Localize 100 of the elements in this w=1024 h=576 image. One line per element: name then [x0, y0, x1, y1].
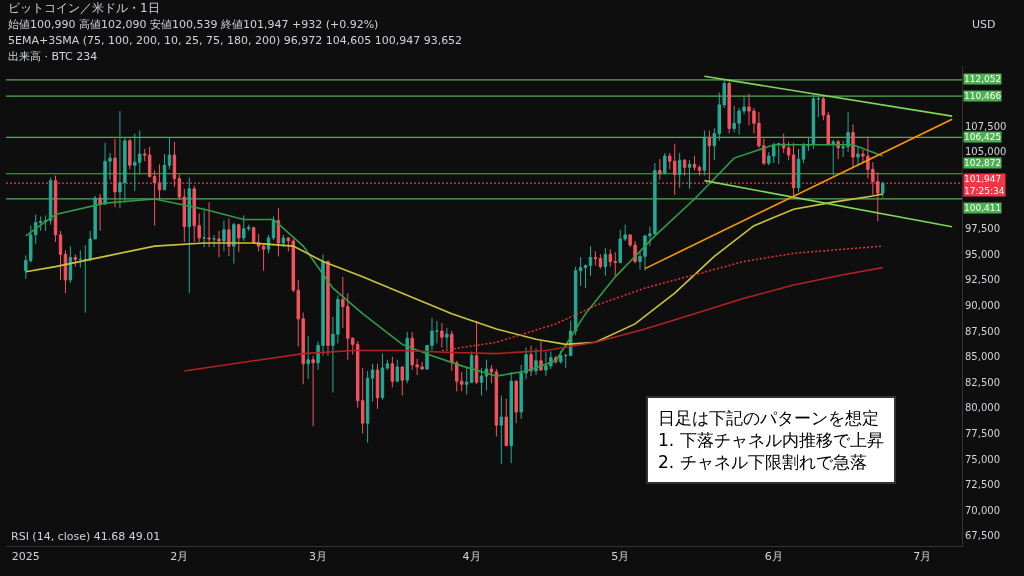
candlestick — [603, 247, 608, 277]
ref-line-label: 101,947 17:25:34 — [964, 174, 1005, 196]
candlestick — [276, 207, 281, 257]
y-tick-label: 67,500 — [965, 530, 1000, 542]
candlestick — [504, 398, 508, 447]
candlestick — [375, 363, 380, 410]
candlestick — [157, 163, 162, 201]
candlestick — [445, 327, 449, 349]
line-series — [441, 245, 884, 352]
candlestick — [63, 249, 68, 294]
text: USD — [972, 18, 996, 31]
candlestick — [583, 264, 588, 289]
candlestick — [370, 363, 375, 403]
y-tick-label: 105,000 — [965, 146, 1007, 158]
line-series — [183, 266, 884, 372]
candlestick — [796, 148, 801, 193]
x-tick-label: 2月 — [170, 550, 189, 564]
candlestick — [663, 152, 667, 175]
ref-line-label: 112,052 — [964, 74, 1002, 84]
text: 5EMA+3SMA (75, 100, 200, 10, 25, 75, 180, 200) 96,972 104,605 100,947 93,652 — [8, 34, 463, 47]
text: 出来高 · BTC 234 — [8, 50, 98, 63]
candlestick — [172, 141, 177, 188]
candlestick — [697, 164, 702, 177]
line-series — [25, 144, 884, 377]
candlestick — [677, 152, 682, 189]
candlestick — [682, 158, 687, 177]
candlestick — [672, 143, 677, 196]
candlestick — [78, 249, 83, 269]
candlestick — [256, 233, 261, 252]
candlestick — [856, 146, 860, 167]
y-tick-label: 77,500 — [965, 427, 1000, 439]
y-tick-label: 80,000 — [965, 402, 1000, 414]
candlestick — [559, 350, 563, 365]
candlestick — [306, 335, 310, 380]
candlestick — [261, 243, 266, 272]
ref-line-label: 102,872 — [964, 158, 1002, 168]
y-tick-label: 82,500 — [965, 376, 1000, 388]
candlestick — [529, 344, 533, 377]
candlestick — [232, 222, 236, 265]
candlestick — [816, 96, 821, 118]
annotation: RSI (14, close) 41.68 49.01 — [11, 530, 161, 543]
candlestick — [68, 245, 73, 284]
candlestick — [435, 320, 439, 344]
candlestick — [499, 395, 504, 465]
text: 始値100,990 高値102,090 安値100,539 終値101,947 +932 (+0.92%) — [8, 18, 379, 31]
x-tick-label: 6月 — [764, 550, 783, 564]
candlestick — [83, 244, 87, 314]
x-tick-label: 3月 — [309, 550, 328, 564]
y-tick-label: 87,500 — [965, 325, 1000, 337]
candlestick — [658, 158, 662, 181]
candlestick — [73, 253, 78, 268]
y-tick-label: 95,000 — [965, 248, 1000, 260]
y-tick-label: 75,000 — [965, 453, 1000, 465]
candlestick — [227, 217, 231, 257]
candlestick — [489, 364, 494, 384]
y-tick-label: 97,500 — [965, 223, 1000, 235]
candlestick — [851, 123, 855, 169]
candlestick — [202, 209, 206, 248]
candlestick — [390, 356, 395, 388]
candlestick — [474, 320, 479, 385]
y-tick-label: 107,500 — [965, 120, 1007, 132]
candlestick — [831, 139, 835, 177]
y-tick-label: 85,000 — [965, 351, 1000, 363]
candlestick — [593, 250, 598, 267]
candlestick — [564, 353, 568, 369]
candlestick — [113, 138, 117, 208]
candlestick — [385, 359, 390, 371]
line-series — [25, 193, 884, 346]
candlestick — [702, 129, 707, 177]
ref-line-label: 100,411 — [964, 203, 1002, 213]
y-tick-label: 70,000 — [965, 504, 1000, 516]
annotation: 日足は下記のパターンを想定 1. 下落チャネル内推移で上昇 2. チャネル下限割れで急落 — [658, 408, 884, 473]
candlestick — [326, 259, 330, 357]
candlestick — [777, 142, 781, 165]
candlestick — [251, 226, 256, 244]
candlestick — [380, 353, 385, 401]
candlestick — [187, 177, 191, 294]
candlestick — [727, 80, 731, 135]
candlestick — [217, 230, 221, 258]
candlestick — [534, 347, 538, 376]
candlestick — [222, 220, 226, 252]
candlestick — [207, 201, 211, 248]
candlestick — [212, 234, 216, 248]
candlestick — [881, 181, 885, 199]
candlestick — [687, 159, 692, 190]
candlestick — [98, 193, 102, 232]
candlestick — [479, 367, 484, 397]
candlestick — [58, 230, 63, 281]
y-tick-label: 72,500 — [965, 479, 1000, 491]
candlestick — [707, 129, 712, 184]
candlestick — [162, 153, 167, 191]
candlestick — [405, 331, 409, 384]
candlestick — [692, 155, 697, 171]
candlestick — [167, 137, 172, 170]
candlestick — [281, 234, 286, 248]
ref-line-label: 110,466 — [964, 91, 1002, 101]
candlestick — [400, 366, 404, 397]
candlestick — [311, 355, 315, 427]
y-tick-label: 92,500 — [965, 274, 1000, 286]
candlestick — [395, 359, 400, 383]
